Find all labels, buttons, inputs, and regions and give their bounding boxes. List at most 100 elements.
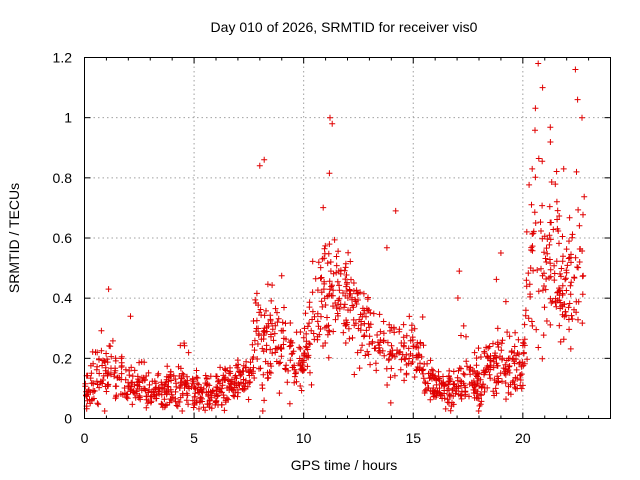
data-point — [547, 266, 554, 273]
data-point — [102, 367, 109, 374]
data-point — [177, 342, 184, 349]
data-point — [255, 332, 262, 339]
data-point — [318, 274, 325, 281]
data-point — [87, 375, 94, 382]
data-point — [151, 378, 158, 385]
data-point — [572, 66, 579, 73]
data-point — [571, 306, 577, 313]
data-point — [486, 371, 493, 378]
data-point — [275, 315, 282, 322]
data-point — [342, 322, 349, 329]
data-point — [346, 286, 353, 293]
data-point — [473, 355, 480, 362]
data-point — [566, 254, 573, 261]
data-point — [543, 318, 550, 324]
data-point — [272, 322, 279, 329]
data-point — [373, 367, 380, 374]
data-point — [532, 105, 539, 112]
data-point — [326, 278, 333, 285]
data-point — [249, 341, 256, 348]
data-point — [403, 351, 410, 358]
data-point — [510, 377, 517, 384]
data-point — [559, 282, 566, 289]
data-point — [267, 312, 274, 319]
data-point — [260, 371, 267, 378]
data-point — [575, 206, 582, 213]
data-point — [322, 242, 329, 249]
data-point — [293, 369, 299, 376]
data-point — [215, 377, 222, 384]
data-point — [124, 391, 131, 398]
data-point — [153, 395, 160, 402]
data-point — [397, 366, 404, 373]
data-point — [340, 290, 346, 296]
y-tick-label: 1.2 — [53, 50, 73, 66]
data-point — [216, 380, 223, 387]
data-point — [528, 201, 535, 208]
data-point — [220, 372, 227, 379]
data-point — [546, 232, 553, 239]
data-point — [274, 319, 281, 326]
data-point — [314, 310, 321, 317]
data-point — [518, 385, 525, 392]
data-point — [484, 363, 491, 369]
data-point — [422, 379, 428, 386]
data-point — [551, 277, 558, 284]
data-point — [345, 249, 352, 256]
data-point — [117, 391, 124, 397]
data-point — [234, 386, 241, 393]
data-point — [456, 268, 463, 275]
data-point — [543, 276, 550, 282]
data-point — [144, 400, 151, 407]
data-point — [220, 392, 227, 399]
data-point — [563, 269, 570, 276]
data-point — [361, 310, 368, 317]
data-point — [309, 316, 316, 323]
data-point — [234, 357, 241, 364]
data-point — [98, 347, 105, 354]
data-point — [568, 312, 575, 319]
data-point — [112, 355, 119, 362]
data-point — [468, 379, 475, 386]
data-point — [387, 327, 393, 334]
data-point — [414, 339, 421, 346]
data-point — [207, 373, 214, 380]
data-point — [435, 368, 442, 375]
data-point — [446, 378, 453, 385]
data-point — [429, 375, 435, 382]
data-point — [275, 344, 282, 351]
data-point — [562, 276, 569, 283]
data-point — [348, 276, 354, 283]
data-point — [222, 397, 229, 404]
x-axis-label: GPS time / hours — [291, 457, 398, 473]
data-point — [273, 358, 280, 365]
data-point — [252, 296, 259, 303]
data-point — [305, 354, 312, 361]
data-point — [350, 280, 357, 286]
data-point — [528, 318, 535, 325]
data-point — [400, 321, 407, 328]
tick-labels-layer: 0 5 10 15 20 0 0.2 0.4 0.6 0.8 1 1.2 — [53, 50, 531, 447]
data-point — [552, 181, 559, 188]
data-point — [477, 354, 484, 360]
data-point — [512, 329, 519, 336]
data-point — [192, 390, 199, 397]
data-point — [307, 369, 313, 376]
data-point — [321, 295, 328, 302]
data-point — [139, 377, 146, 384]
data-point — [553, 258, 560, 265]
data-point — [301, 357, 307, 364]
data-point — [469, 382, 476, 389]
data-point — [524, 356, 531, 363]
data-point — [498, 347, 505, 354]
data-point — [541, 270, 547, 277]
data-point — [309, 308, 316, 315]
data-point — [557, 299, 564, 306]
data-point — [317, 264, 324, 271]
data-point — [498, 340, 505, 347]
data-point — [372, 360, 379, 367]
data-point — [556, 322, 563, 329]
data-point — [321, 255, 328, 262]
data-point — [525, 315, 532, 322]
data-point — [575, 316, 581, 323]
